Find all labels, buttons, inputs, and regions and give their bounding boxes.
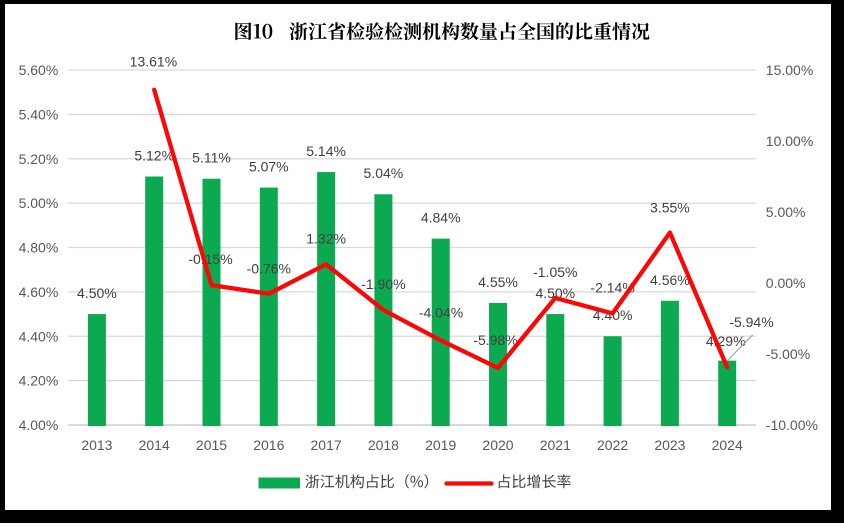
svg-text:2018: 2018	[368, 437, 399, 453]
svg-text:5.60%: 5.60%	[19, 62, 59, 78]
svg-text:2021: 2021	[540, 437, 571, 453]
svg-text:2014: 2014	[139, 437, 170, 453]
svg-text:4.50%: 4.50%	[535, 285, 575, 301]
svg-text:5.00%: 5.00%	[766, 204, 806, 220]
svg-text:2017: 2017	[311, 437, 342, 453]
svg-text:-4.04%: -4.04%	[419, 305, 463, 321]
svg-text:5.04%: 5.04%	[364, 165, 404, 181]
svg-text:5.00%: 5.00%	[19, 195, 59, 211]
svg-text:4.40%: 4.40%	[19, 328, 59, 344]
svg-text:13.61%: 13.61%	[130, 54, 177, 70]
svg-text:-5.00%: -5.00%	[766, 346, 810, 362]
svg-text:-5.98%: -5.98%	[473, 332, 517, 348]
svg-text:2015: 2015	[196, 437, 227, 453]
svg-text:4.55%: 4.55%	[478, 274, 518, 290]
svg-text:4.20%: 4.20%	[19, 373, 59, 389]
svg-text:15.00%: 15.00%	[766, 62, 813, 78]
svg-text:5.12%: 5.12%	[134, 148, 174, 164]
svg-text:-5.94%: -5.94%	[729, 314, 773, 330]
svg-text:5.07%: 5.07%	[249, 159, 289, 175]
svg-text:-1.90%: -1.90%	[361, 276, 405, 292]
svg-text:4.00%: 4.00%	[19, 417, 59, 433]
svg-text:5.40%: 5.40%	[19, 106, 59, 122]
svg-text:5.14%: 5.14%	[306, 143, 346, 159]
svg-text:4.56%: 4.56%	[650, 272, 690, 288]
svg-text:10.00%: 10.00%	[766, 133, 813, 149]
svg-text:-0.76%: -0.76%	[247, 261, 291, 277]
svg-text:2013: 2013	[81, 437, 112, 453]
svg-text:2023: 2023	[654, 437, 685, 453]
svg-text:5.11%: 5.11%	[192, 150, 231, 166]
svg-text:1.32%: 1.32%	[306, 230, 346, 246]
svg-text:-0.15%: -0.15%	[188, 251, 232, 267]
svg-text:4.84%: 4.84%	[421, 210, 461, 226]
svg-text:2019: 2019	[425, 437, 456, 453]
svg-text:2016: 2016	[253, 437, 284, 453]
svg-text:4.60%: 4.60%	[19, 284, 59, 300]
svg-text:3.55%: 3.55%	[650, 200, 690, 216]
svg-text:4.80%: 4.80%	[19, 240, 59, 256]
svg-text:0.00%: 0.00%	[766, 275, 806, 291]
svg-text:4.50%: 4.50%	[77, 285, 117, 301]
svg-text:2024: 2024	[712, 437, 743, 453]
svg-text:-10.00%: -10.00%	[766, 417, 818, 433]
svg-text:5.20%: 5.20%	[19, 151, 59, 167]
svg-text:2020: 2020	[482, 437, 513, 453]
svg-text:-2.14%: -2.14%	[590, 279, 634, 295]
svg-text:-1.05%: -1.05%	[533, 264, 577, 280]
svg-text:2022: 2022	[597, 437, 628, 453]
